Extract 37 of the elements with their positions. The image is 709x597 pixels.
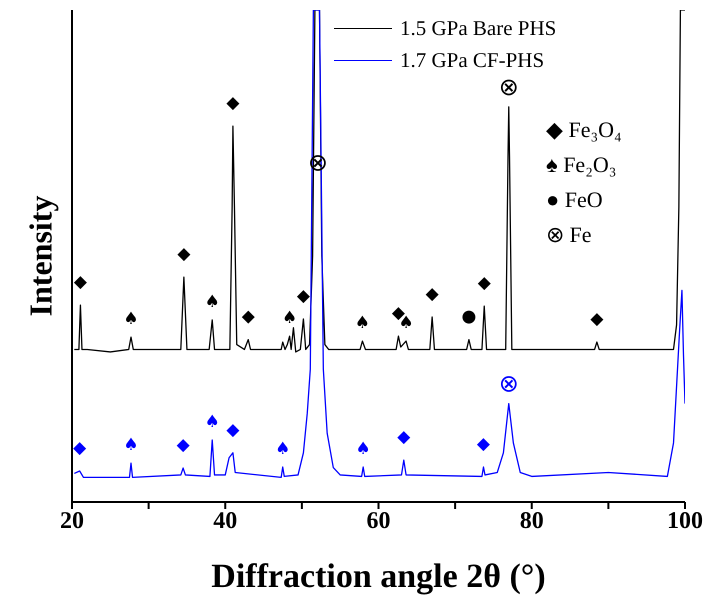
legend-label: 1.7 GPa CF-PHS xyxy=(400,48,544,72)
annotation: ◆ xyxy=(176,435,191,456)
x-tick-label: 80 xyxy=(520,508,544,534)
annotation: ♠ xyxy=(354,313,370,334)
annotation: ♠ xyxy=(356,439,371,460)
annotation: ⊗ xyxy=(498,72,519,101)
annotation: ♠ xyxy=(123,435,139,456)
x-tick-label: 100 xyxy=(667,508,703,534)
annotation: ◆ xyxy=(226,420,240,440)
annotation: ♠ xyxy=(275,439,290,460)
annotation: ♠ xyxy=(204,292,220,312)
y-axis-title: Intensity xyxy=(22,196,58,316)
annotation: ◆ xyxy=(296,286,311,306)
annotation: ⊗ Fe xyxy=(546,221,592,249)
x-axis-title: Diffraction angle 2θ (°) xyxy=(211,558,546,595)
x-tick-label: 20 xyxy=(60,508,84,534)
annotation: ♠ Fe₂O₃ xyxy=(546,151,618,179)
annotation: ◆ xyxy=(478,273,492,294)
annotation: ◆ xyxy=(177,244,192,264)
annotation: ◆ Fe₃O₄ xyxy=(546,116,622,144)
annotation: ◆ xyxy=(74,272,88,292)
x-tick-label: 60 xyxy=(366,508,390,534)
annotation: ◆ xyxy=(73,438,88,458)
annotation: ◆ xyxy=(397,427,412,448)
annotation: ◆ xyxy=(590,309,604,330)
annotation: ● FeO xyxy=(546,186,604,214)
annotation: ◆ xyxy=(476,434,491,454)
legend-label: 1.5 GPa Bare PHS xyxy=(400,15,556,42)
annotation: ♠ xyxy=(282,308,298,328)
annotation: ◆ xyxy=(226,93,240,114)
annotation: ⊗ xyxy=(498,370,519,398)
annotation: ◆ xyxy=(242,306,256,327)
annotation: ● xyxy=(461,306,476,327)
annotation: ◆ xyxy=(426,284,440,304)
x-tick-label: 40 xyxy=(213,508,238,534)
annotation: ♠ xyxy=(123,309,139,330)
annotation: ♠ xyxy=(204,412,220,432)
